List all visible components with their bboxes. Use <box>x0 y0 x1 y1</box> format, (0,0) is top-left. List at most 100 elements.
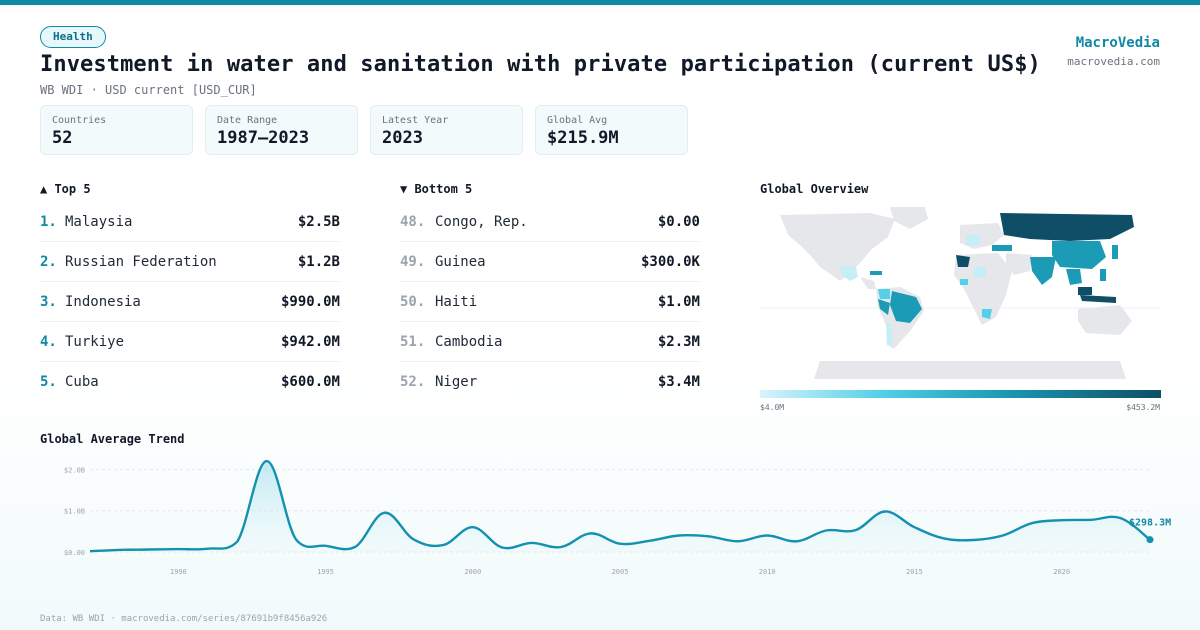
country-value: $0.00 <box>657 213 700 230</box>
map-region-middle-east[interactable] <box>1006 253 1032 275</box>
stat-value: 2023 <box>382 128 423 148</box>
list-item[interactable]: 52. Niger $3.4M <box>400 362 700 402</box>
list-item[interactable]: 49. Guinea $300.0K <box>400 242 700 282</box>
bottom-5-list: ▼ Bottom 5 48. Congo, Rep. $0.00 49. Gui… <box>400 182 700 402</box>
map-region-japan[interactable] <box>1112 245 1118 259</box>
stat-card-date-range: Date Range 1987–2023 <box>205 105 358 155</box>
map-region-australia[interactable] <box>1078 305 1132 335</box>
map-region-chile[interactable] <box>886 323 892 347</box>
map-region-turkiye[interactable] <box>992 245 1012 251</box>
world-map[interactable] <box>760 205 1161 380</box>
country-value: $3.4M <box>657 374 700 390</box>
map-region-malaysia[interactable] <box>1078 287 1092 295</box>
map-region-indonesia[interactable] <box>1080 295 1116 303</box>
trend-line <box>89 459 1151 553</box>
map-region-central-america[interactable] <box>860 277 876 289</box>
trend-title: Global Average Trend <box>40 432 185 446</box>
map-region-west-africa[interactable] <box>960 279 968 285</box>
page-subtitle: WB WDI · USD current [USD_CUR] <box>40 83 257 97</box>
rank-number: 5. <box>40 374 57 390</box>
map-region-north-america[interactable] <box>780 213 895 281</box>
stat-card-latest-year: Latest Year 2023 <box>370 105 523 155</box>
country-name: Niger <box>435 374 478 390</box>
stat-card-global-avg: Global Avg $215.9M <box>535 105 688 155</box>
stat-label: Global Avg <box>547 115 608 126</box>
country-value: $2.3M <box>657 333 700 350</box>
stat-value: 52 <box>52 128 73 148</box>
list-item[interactable]: 4. Turkiye $942.0M <box>40 322 340 362</box>
map-region-china[interactable] <box>1052 241 1106 269</box>
list-item[interactable]: 1. Malaysia $2.5B <box>40 202 340 242</box>
map-title: Global Overview <box>760 182 869 196</box>
map-legend-gradient <box>760 390 1161 398</box>
map-region-southern-africa[interactable] <box>982 309 992 319</box>
map-region-cuba[interactable] <box>870 271 882 275</box>
x-tick-label: 2010 <box>759 568 776 576</box>
country-value: $942.0M <box>280 333 340 350</box>
list-item[interactable]: 3. Indonesia $990.0M <box>40 282 340 322</box>
stat-label: Latest Year <box>382 115 449 126</box>
map-region-niger[interactable] <box>974 267 986 277</box>
country-value: $2.5B <box>297 213 340 230</box>
category-badge[interactable]: Health <box>40 26 106 48</box>
country-name: Congo, Rep. <box>435 213 528 230</box>
map-region-brazil[interactable] <box>890 291 922 323</box>
country-value: $1.2B <box>297 253 340 270</box>
top-5-title: ▲ Top 5 <box>40 182 91 196</box>
stat-label: Date Range <box>217 115 278 126</box>
map-region-russia[interactable] <box>1000 213 1134 241</box>
x-tick-label: 2020 <box>1053 568 1070 576</box>
map-legend-min: $4.0M <box>760 403 785 412</box>
x-tick-label: 2015 <box>906 568 923 576</box>
x-tick-label: 1990 <box>170 568 187 576</box>
brand[interactable]: MacroVedia macrovedia.com <box>1067 35 1160 68</box>
list-item[interactable]: 48. Congo, Rep. $0.00 <box>400 202 700 242</box>
rank-number: 1. <box>40 213 57 230</box>
country-value: $990.0M <box>280 293 340 310</box>
country-name: Cambodia <box>435 333 503 350</box>
country-name: Cuba <box>65 374 99 390</box>
map-region-mexico[interactable] <box>840 265 858 281</box>
country-name: Malaysia <box>65 213 133 230</box>
country-name: Russian Federation <box>65 253 217 270</box>
map-region-colombia[interactable] <box>878 289 890 299</box>
map-region-antarctica[interactable] <box>814 361 1126 379</box>
brand-url: macrovedia.com <box>1067 55 1160 68</box>
trend-last-point[interactable] <box>1146 536 1154 544</box>
map-region-africa[interactable] <box>954 253 1012 325</box>
list-item[interactable]: 5. Cuba $600.0M <box>40 362 340 402</box>
stat-card-countries: Countries 52 <box>40 105 193 155</box>
list-item[interactable]: 51. Cambodia $2.3M <box>400 322 700 362</box>
country-name: Haiti <box>435 293 478 310</box>
rank-number: 48. <box>400 213 426 230</box>
rank-number: 2. <box>40 253 57 270</box>
x-tick-label: 2000 <box>464 568 481 576</box>
map-region-greenland[interactable] <box>890 207 928 229</box>
x-tick-label: 2005 <box>612 568 629 576</box>
rank-number: 4. <box>40 333 57 350</box>
top-5-list: ▲ Top 5 1. Malaysia $2.5B 2. Russian Fed… <box>40 182 340 402</box>
trend-chart[interactable]: $0.00 $1.0B $2.0B 1990 1995 2000 2005 2010 2015… <box>40 455 1180 580</box>
map-region-southeast-asia[interactable] <box>1066 269 1082 285</box>
rank-number: 50. <box>400 293 426 310</box>
stats-row: Countries 52 Date Range 1987–2023 Latest… <box>40 105 688 155</box>
list-item[interactable]: 2. Russian Federation $1.2B <box>40 242 340 282</box>
list-item[interactable]: 50. Haiti $1.0M <box>400 282 700 322</box>
country-name: Indonesia <box>65 293 141 310</box>
brand-name: MacroVedia <box>1075 35 1160 51</box>
country-name: Turkiye <box>65 333 125 350</box>
rank-number: 49. <box>400 253 426 270</box>
stat-label: Countries <box>52 115 107 126</box>
map-region-north-africa[interactable] <box>956 255 970 267</box>
y-tick-label: $2.0B <box>64 466 85 474</box>
map-region-europe-west[interactable] <box>966 235 980 245</box>
stat-value: $215.9M <box>547 128 619 148</box>
y-tick-label: $0.00 <box>64 549 85 557</box>
map-region-philippines[interactable] <box>1100 269 1106 281</box>
rank-number: 3. <box>40 293 57 310</box>
stat-value: 1987–2023 <box>217 128 310 148</box>
map-region-india[interactable] <box>1030 257 1056 285</box>
map-region-peru[interactable] <box>878 299 890 315</box>
map-legend-max: $453.2M <box>1126 403 1160 412</box>
rank-number: 51. <box>400 333 426 350</box>
